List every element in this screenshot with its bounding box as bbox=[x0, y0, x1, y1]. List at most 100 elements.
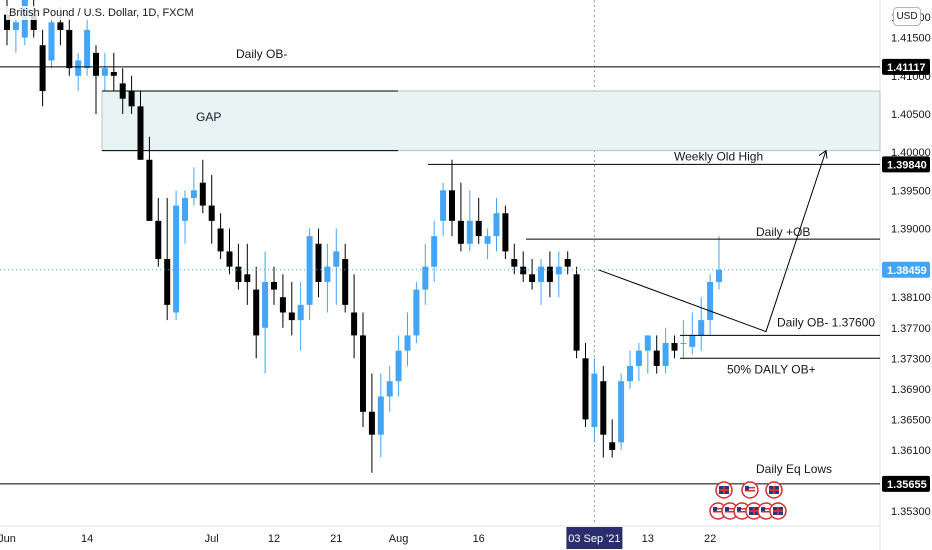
flag-canton bbox=[745, 486, 749, 490]
candle-body bbox=[30, 14, 37, 30]
candle bbox=[137, 91, 144, 160]
candle bbox=[368, 373, 375, 473]
candle bbox=[662, 327, 669, 374]
level-price-badge-bg bbox=[882, 156, 930, 173]
current-date-badge: 03 Sep '21 bbox=[568, 533, 620, 545]
y-tick-label: 1.39500 bbox=[891, 185, 931, 197]
candle-body bbox=[190, 190, 197, 198]
candle-body bbox=[520, 266, 527, 275]
candle-body bbox=[244, 274, 251, 282]
level-price-badge: 1.35655 bbox=[887, 479, 927, 491]
y-tick-label: 1.40000 bbox=[891, 147, 931, 159]
flag-stripe bbox=[761, 511, 771, 513]
uk-flag-icon[interactable] bbox=[715, 481, 733, 499]
candle bbox=[449, 159, 455, 237]
us-flag-icon[interactable] bbox=[757, 502, 775, 520]
candle bbox=[404, 312, 411, 366]
flag-stripe bbox=[737, 508, 747, 510]
gap-zone-label: GAP bbox=[196, 110, 221, 124]
level-label: Daily OB- bbox=[236, 47, 287, 61]
candle bbox=[635, 343, 642, 382]
candle-body bbox=[395, 350, 402, 382]
candle bbox=[529, 259, 536, 290]
candle-body bbox=[110, 71, 117, 76]
candle-body bbox=[101, 68, 108, 76]
candle bbox=[520, 251, 527, 282]
y-tick-label: 1.38100 bbox=[891, 292, 931, 304]
candle-body bbox=[546, 266, 553, 282]
candle-body bbox=[440, 190, 447, 221]
candle-body bbox=[208, 205, 215, 221]
currency-button[interactable]: USD bbox=[893, 7, 921, 26]
candle-body bbox=[680, 343, 687, 345]
candle-body bbox=[253, 289, 260, 336]
candle bbox=[101, 52, 108, 92]
uk-flag-icon[interactable] bbox=[745, 502, 763, 520]
us-flag-icon[interactable] bbox=[741, 481, 759, 499]
candle bbox=[226, 228, 233, 275]
candle bbox=[297, 281, 304, 351]
current-date-badge-bg bbox=[566, 527, 623, 549]
gap-zone-layer bbox=[101, 90, 881, 152]
level-labels-layer: GAP Daily OB- Weekly Old High Daily +OB Dail… bbox=[196, 47, 875, 476]
x-tick-label: 16 bbox=[473, 533, 485, 545]
event-markers-layer[interactable] bbox=[709, 481, 787, 520]
candle-body bbox=[235, 266, 242, 282]
candle bbox=[66, 14, 73, 76]
candle-body bbox=[93, 52, 99, 76]
y-tick-label: 1.39000 bbox=[891, 223, 931, 235]
candle-body bbox=[297, 304, 304, 321]
x-tick-label: 13 bbox=[642, 533, 654, 545]
candle bbox=[707, 274, 714, 336]
candle bbox=[306, 228, 313, 321]
candle-body bbox=[137, 106, 144, 160]
candle-body bbox=[618, 381, 625, 443]
candle bbox=[360, 312, 366, 428]
candle-body bbox=[404, 335, 411, 351]
candle bbox=[315, 228, 322, 298]
candle-body bbox=[635, 350, 642, 366]
axes-layer: 1.415001.410001.405001.400001.395001.390… bbox=[0, 12, 931, 549]
candle bbox=[395, 335, 402, 397]
candle bbox=[413, 281, 420, 344]
candle bbox=[351, 274, 358, 359]
flag-stripe bbox=[761, 508, 771, 510]
us-flag-icon[interactable] bbox=[721, 502, 739, 520]
current-price-badge-bg bbox=[882, 261, 930, 278]
candle-body bbox=[484, 236, 491, 244]
x-tick-label: Jun bbox=[0, 533, 16, 545]
y-tick-label: 1.36900 bbox=[891, 384, 931, 396]
candle-body bbox=[627, 365, 633, 382]
candle bbox=[182, 190, 188, 244]
candle bbox=[279, 274, 286, 328]
candle-body bbox=[511, 259, 518, 267]
candle-body bbox=[279, 297, 286, 313]
candle-body bbox=[66, 29, 73, 69]
candle-body bbox=[689, 335, 696, 347]
candle-body bbox=[662, 343, 669, 366]
level-price-badge-bg bbox=[882, 475, 930, 492]
candle-body bbox=[39, 45, 46, 92]
candle bbox=[199, 159, 206, 214]
candle-body bbox=[502, 213, 509, 252]
x-tick-label: 12 bbox=[268, 533, 280, 545]
flag-cross-v bbox=[773, 486, 775, 494]
candle bbox=[457, 182, 464, 252]
candle bbox=[324, 243, 331, 313]
candle-body bbox=[262, 281, 269, 328]
candle bbox=[386, 365, 393, 412]
candle bbox=[466, 190, 473, 252]
candle-body bbox=[155, 220, 162, 260]
candle bbox=[84, 14, 91, 76]
level-lines-layer bbox=[0, 66, 880, 485]
x-tick-label: Aug bbox=[389, 533, 409, 545]
current-price-badge: 1.38459 bbox=[887, 265, 927, 277]
uk-flag-icon[interactable] bbox=[765, 481, 783, 499]
plot-area bbox=[0, 0, 880, 526]
candle-body bbox=[466, 220, 473, 244]
candle bbox=[342, 243, 349, 313]
candle-body bbox=[164, 259, 171, 305]
uk-flag-icon[interactable] bbox=[769, 502, 787, 520]
flag-stripe bbox=[713, 508, 723, 510]
